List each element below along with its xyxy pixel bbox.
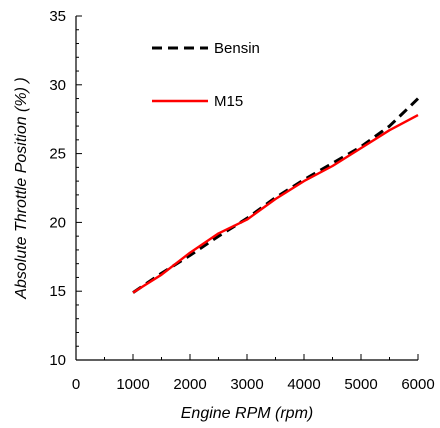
- y-tick-label: 20: [49, 214, 66, 231]
- y-tick-label: 25: [49, 146, 66, 163]
- x-tick-label: 4000: [287, 376, 320, 393]
- y-axis-title: Absolute Throttle Position (%) ): [13, 77, 30, 299]
- y-tick-label: 35: [49, 8, 66, 25]
- legend-label-m15: M15: [214, 93, 243, 110]
- x-tick-label: 5000: [344, 376, 377, 393]
- axes: [75, 16, 418, 361]
- x-tick-label: 1000: [116, 376, 149, 393]
- tick-marks: [75, 15, 419, 361]
- y-tick-label: 15: [49, 283, 66, 300]
- legend: Bensin M15: [152, 40, 260, 110]
- legend-label-bensin: Bensin: [214, 40, 260, 57]
- x-tick-label: 6000: [401, 376, 434, 393]
- series-layer: [132, 97, 420, 294]
- tick-labels: 10 15 20 25 30 35 0 1000 2000 3000 4000 5000 6000: [49, 8, 434, 393]
- series-line-m15: [132, 114, 419, 294]
- x-tick-label: 0: [72, 376, 80, 393]
- x-tick-label: 3000: [230, 376, 263, 393]
- x-axis-title: Engine RPM (rpm): [181, 405, 313, 422]
- y-tick-label: 30: [49, 77, 66, 94]
- x-tick-label: 2000: [173, 376, 206, 393]
- y-tick-label: 10: [49, 352, 66, 369]
